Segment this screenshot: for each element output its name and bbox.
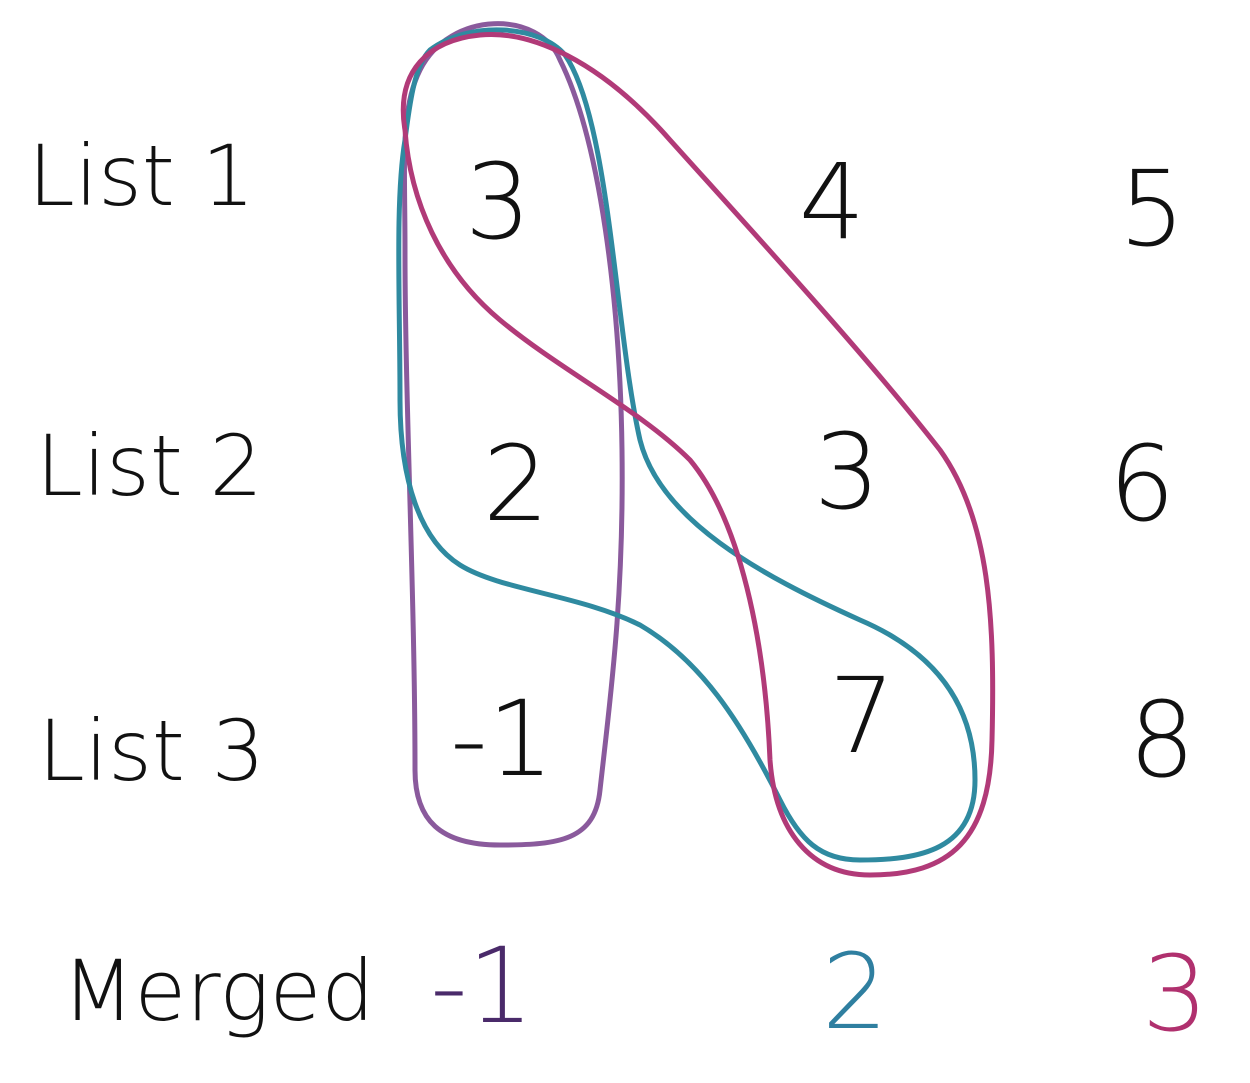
merged-value-first: -1 <box>430 925 534 1047</box>
list-1-value: 5 <box>1119 148 1185 270</box>
list-2-value: 3 <box>814 411 880 533</box>
merged-value-second: 2 <box>822 931 888 1053</box>
list-1-value: 3 <box>465 141 531 263</box>
magenta-loop <box>400 31 996 878</box>
row-label-merged: Merged <box>62 942 375 1040</box>
list-1-value: 4 <box>799 141 865 263</box>
row-label-list-1: List 1 <box>28 127 255 225</box>
purple-loop-first-column <box>401 21 625 848</box>
list-3-value: -1 <box>450 678 554 800</box>
merged-value-third: 3 <box>1142 933 1208 1055</box>
list-2-value: 2 <box>483 423 549 545</box>
row-label-list-3: List 3 <box>38 702 265 800</box>
row-label-list-2: List 2 <box>36 417 263 515</box>
list-2-value: 6 <box>1109 423 1175 545</box>
list-3-value: 8 <box>1129 679 1195 801</box>
teal-loop <box>396 27 978 863</box>
list-3-value: 7 <box>829 655 895 777</box>
